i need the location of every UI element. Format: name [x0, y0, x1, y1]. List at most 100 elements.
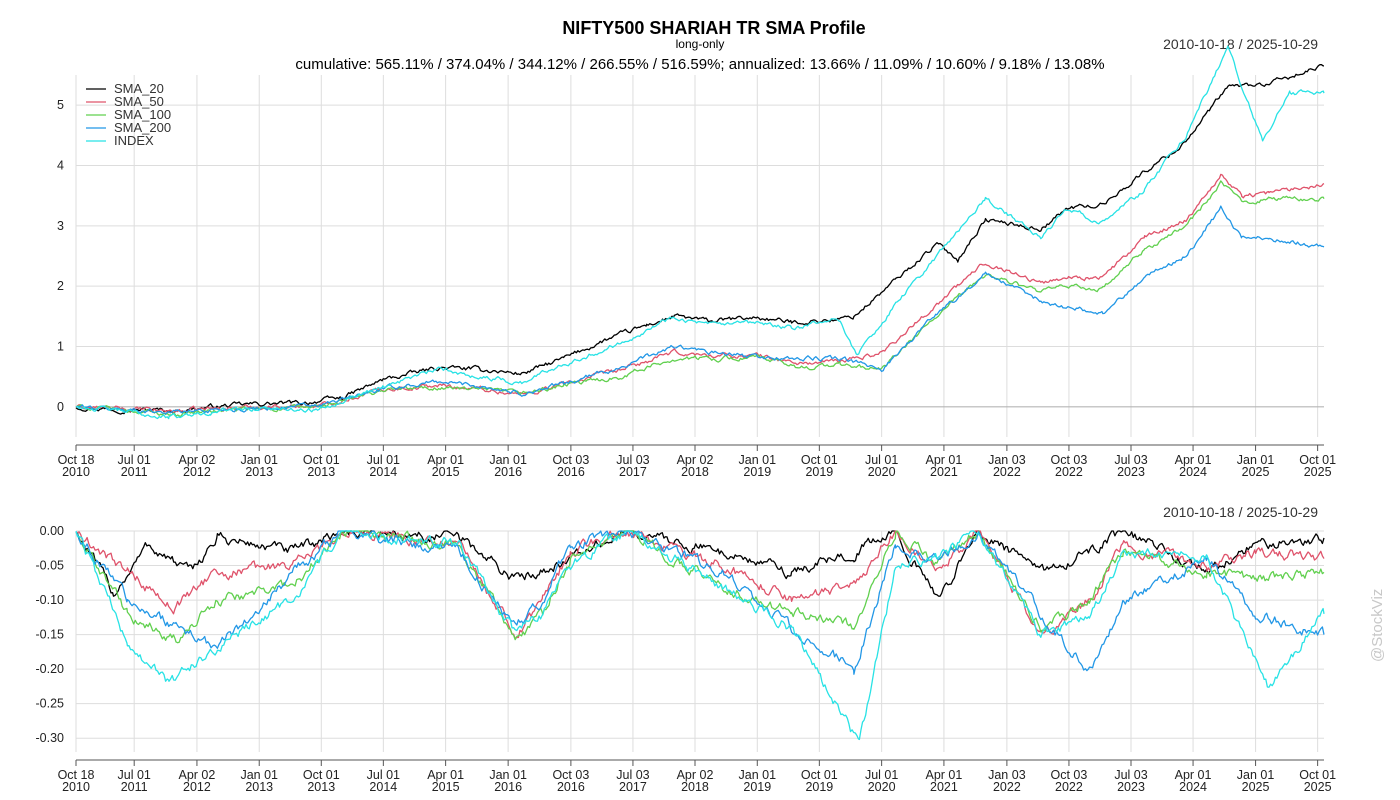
y-tick-label: 2 — [57, 279, 64, 293]
y-tick-label: 0 — [57, 400, 64, 414]
x-tick-year: 2023 — [1117, 465, 1145, 479]
x-tick-year: 2019 — [805, 465, 833, 479]
x-tick-year: 2020 — [868, 780, 896, 794]
x-tick-label: Jan 01 — [240, 453, 278, 467]
x-tick-label: Jan 01 — [489, 768, 527, 782]
x-tick-label: Jan 01 — [240, 768, 278, 782]
x-tick-year: 2013 — [245, 780, 273, 794]
x-tick-label: Jul 01 — [865, 453, 898, 467]
x-tick-year: 2022 — [993, 465, 1021, 479]
series-line-sma_100 — [75, 180, 1325, 418]
x-tick-year: 2020 — [868, 465, 896, 479]
y-tick-label: 3 — [57, 219, 64, 233]
x-tick-year: 2016 — [494, 465, 522, 479]
x-tick-label: Apr 01 — [1175, 768, 1212, 782]
x-tick-year: 2025 — [1242, 465, 1270, 479]
x-tick-label: Jul 01 — [865, 768, 898, 782]
x-tick-year: 2015 — [432, 465, 460, 479]
x-tick-label: Jul 03 — [616, 453, 649, 467]
legend-label-sma_100: SMA_100 — [114, 107, 171, 122]
x-tick-year: 2010 — [62, 465, 90, 479]
x-tick-label: Jan 01 — [739, 453, 777, 467]
x-tick-label: Oct 01 — [1299, 768, 1336, 782]
y-tick-label: -0.10 — [36, 593, 65, 607]
legend-label-sma_200: SMA_200 — [114, 120, 171, 135]
x-tick-label: Oct 01 — [801, 453, 838, 467]
x-tick-year: 2019 — [743, 780, 771, 794]
x-tick-year: 2025 — [1304, 465, 1332, 479]
x-tick-year: 2016 — [557, 465, 585, 479]
x-tick-year: 2010 — [62, 780, 90, 794]
y-tick-label: -0.05 — [36, 559, 65, 573]
x-tick-year: 2022 — [1055, 465, 1083, 479]
date-range-bottom: 2010-10-18 / 2025-10-29 — [1163, 504, 1318, 520]
x-tick-year: 2017 — [619, 780, 647, 794]
series-line-sma_50 — [75, 530, 1325, 640]
x-tick-year: 2014 — [369, 780, 397, 794]
x-tick-year: 2021 — [930, 465, 958, 479]
x-tick-label: Oct 03 — [552, 453, 589, 467]
x-tick-label: Jan 03 — [988, 453, 1026, 467]
x-tick-label: Apr 01 — [427, 768, 464, 782]
x-tick-label: Apr 01 — [427, 453, 464, 467]
y-tick-label: -0.25 — [36, 697, 65, 711]
x-tick-label: Oct 18 — [58, 453, 95, 467]
x-tick-label: Jul 01 — [367, 768, 400, 782]
series-line-sma_50 — [75, 173, 1325, 414]
series-line-sma_20 — [75, 530, 1325, 597]
x-tick-year: 2014 — [369, 465, 397, 479]
series-line-index — [75, 45, 1325, 420]
watermark: @StockViz — [1369, 589, 1386, 662]
x-tick-year: 2022 — [993, 780, 1021, 794]
x-tick-label: Oct 03 — [552, 768, 589, 782]
series-line-index — [75, 530, 1325, 741]
x-tick-year: 2015 — [432, 780, 460, 794]
y-tick-label: 5 — [57, 98, 64, 112]
x-tick-label: Apr 01 — [925, 768, 962, 782]
x-tick-year: 2011 — [121, 465, 148, 479]
chart-subtitle: long-only — [676, 37, 725, 51]
y-tick-label: 1 — [57, 340, 64, 354]
stats-line: cumulative: 565.11% / 374.04% / 344.12% … — [295, 56, 1104, 73]
drawdown-panel: 0.00 -0.05 -0.10 -0.15 -0.20 -0.25 -0.30 Oct 18… — [36, 524, 1337, 794]
x-tick-label: Jan 01 — [489, 453, 527, 467]
y-tick-label: 4 — [57, 159, 64, 173]
x-tick-label: Apr 02 — [677, 768, 714, 782]
x-tick-year: 2023 — [1117, 780, 1145, 794]
x-tick-year: 2013 — [245, 465, 273, 479]
series-line-sma_200 — [75, 205, 1325, 415]
x-tick-label: Apr 01 — [1175, 453, 1212, 467]
x-tick-label: Oct 03 — [1051, 768, 1088, 782]
x-tick-label: Apr 02 — [179, 453, 216, 467]
x-tick-year: 2011 — [121, 780, 148, 794]
series-line-sma_20 — [75, 63, 1324, 415]
x-tick-label: Jan 01 — [739, 768, 777, 782]
x-tick-label: Oct 01 — [801, 768, 838, 782]
x-tick-label: Oct 01 — [303, 768, 340, 782]
x-tick-year: 2012 — [183, 780, 211, 794]
x-tick-label: Oct 18 — [58, 768, 95, 782]
x-tick-year: 2012 — [183, 465, 211, 479]
x-tick-year: 2025 — [1304, 780, 1332, 794]
y-tick-label: 0.00 — [40, 524, 64, 538]
x-tick-label: Jul 01 — [118, 768, 151, 782]
date-range-top: 2010-10-18 / 2025-10-29 — [1163, 36, 1318, 52]
x-tick-year: 2013 — [307, 465, 335, 479]
x-tick-year: 2013 — [307, 780, 335, 794]
x-tick-label: Jan 01 — [1237, 453, 1275, 467]
legend-label-sma_50: SMA_50 — [114, 94, 164, 109]
x-tick-year: 2024 — [1179, 780, 1207, 794]
y-tick-label: -0.15 — [36, 628, 65, 642]
x-tick-label: Jan 03 — [988, 768, 1026, 782]
series-line-sma_100 — [75, 530, 1325, 644]
x-tick-label: Apr 01 — [925, 453, 962, 467]
y-tick-label: -0.30 — [36, 731, 65, 745]
x-tick-label: Jul 01 — [367, 453, 400, 467]
x-tick-label: Apr 02 — [677, 453, 714, 467]
x-tick-year: 2021 — [930, 780, 958, 794]
x-tick-label: Apr 02 — [179, 768, 216, 782]
x-tick-label: Jul 03 — [1114, 453, 1147, 467]
x-tick-year: 2018 — [681, 780, 709, 794]
